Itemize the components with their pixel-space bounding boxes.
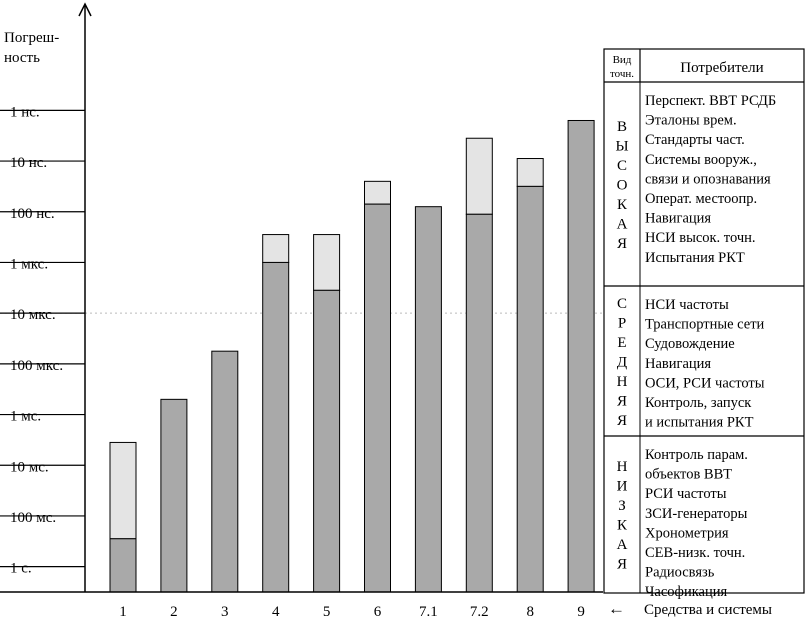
x-tick-label: 6 xyxy=(374,604,382,620)
accuracy-level-letter: С xyxy=(617,296,627,312)
accuracy-level-letter: Н xyxy=(617,459,628,475)
x-tick-label: 7.2 xyxy=(470,604,489,620)
y-tick-label: 10 мс. xyxy=(10,459,49,475)
y-tick-label: 1 мкс. xyxy=(10,256,48,272)
x-caption-arrow-icon: ← xyxy=(608,599,625,618)
consumer-item: Контроль парам. xyxy=(645,447,748,463)
bar-6 xyxy=(364,203,391,593)
consumer-item: Транспортные сети xyxy=(645,317,765,333)
consumer-item: объектов ВВТ xyxy=(645,467,732,483)
bar-range-1 xyxy=(109,441,137,540)
bar-range-8 xyxy=(516,158,544,187)
consumer-item: Стандарты част. xyxy=(645,132,745,148)
bar-range-4 xyxy=(262,234,290,263)
consumer-item: Системы вооруж., xyxy=(645,152,757,168)
accuracy-level-letter: О xyxy=(617,177,628,193)
x-tick-label: 2 xyxy=(170,604,178,620)
axes xyxy=(0,2,603,593)
y-tick-label: 1 с. xyxy=(10,561,32,577)
bar-8 xyxy=(516,185,544,593)
bars xyxy=(109,119,595,593)
consumer-item: СЕВ-низк. точн. xyxy=(645,545,745,561)
x-tick-label: 1 xyxy=(119,604,127,620)
consumer-item: Контроль, запуск xyxy=(645,395,752,411)
bar-range-5 xyxy=(313,234,341,291)
consumer-item: связи и опознавания xyxy=(645,171,771,187)
accuracy-level-letter: Д xyxy=(617,354,627,370)
grid-lines xyxy=(0,109,603,568)
consumer-item: НСИ высок. точн. xyxy=(645,230,756,246)
accuracy-level-letter: Я xyxy=(617,557,627,573)
bar-2 xyxy=(160,398,188,593)
y-axis-label-line2: ность xyxy=(4,50,40,66)
consumer-item: Перспект. ВВТ РСДБ xyxy=(645,93,776,109)
bar-4 xyxy=(262,261,290,593)
consumer-item: Навигация xyxy=(645,356,711,372)
x-tick-label: 3 xyxy=(221,604,229,620)
bar-1 xyxy=(109,538,137,593)
consumer-item: НСИ частоты xyxy=(645,297,729,313)
x-tick-label: 5 xyxy=(323,604,331,620)
y-tick-label: 10 нс. xyxy=(10,155,47,171)
y-tick-labels: 1 нс. 10 нс. 100 нс. 1 мкс. 10 мкс. 100 мкс. 1… xyxy=(10,104,63,576)
consumer-item: Хронометрия xyxy=(645,525,729,541)
bar-range-6 xyxy=(364,180,391,205)
consumer-item: Эталоны врем. xyxy=(645,113,737,129)
accuracy-level-letter: З xyxy=(618,498,626,514)
accuracy-level-letter: Р xyxy=(618,315,626,331)
consumer-item: Радиосвязь xyxy=(645,565,715,581)
consumer-item: Навигация xyxy=(645,211,711,227)
y-tick-label: 100 нс. xyxy=(10,206,55,222)
bar-7.2 xyxy=(465,213,493,593)
accuracy-level-letter: А xyxy=(617,537,628,553)
consumer-item: РСИ частоты xyxy=(645,486,727,502)
x-tick-label: 4 xyxy=(272,604,280,620)
x-tick-label: 7.1 xyxy=(419,604,438,620)
accuracy-level-letter: В xyxy=(617,119,627,135)
y-tick-label: 100 мс. xyxy=(10,510,56,526)
y-axis-label-line1: Погреш- xyxy=(4,30,59,46)
table-header-accuracy-line2: точн. xyxy=(610,68,634,80)
table-header-consumers: Потребители xyxy=(680,60,763,76)
accuracy-level-letter: Е xyxy=(617,335,626,351)
accuracy-level-letter: К xyxy=(617,518,628,534)
bar-9 xyxy=(567,119,595,593)
accuracy-level-letter: Я xyxy=(617,393,627,409)
accuracy-level-letter: И xyxy=(617,479,628,495)
y-tick-label: 1 мс. xyxy=(10,409,41,425)
x-tick-label: 9 xyxy=(577,604,585,620)
table-header-accuracy-line1: Вид xyxy=(613,54,632,66)
consumer-item: ОСИ, РСИ частоты xyxy=(645,375,765,391)
accuracy-level-letter: Ы xyxy=(615,138,628,154)
accuracy-level-letter: С xyxy=(617,158,627,174)
y-tick-label: 1 нс. xyxy=(10,104,40,120)
consumer-item: Судовождение xyxy=(645,336,735,352)
consumer-item: Операт. местоопр. xyxy=(645,191,757,207)
accuracy-level-letter: К xyxy=(617,197,628,213)
table-border xyxy=(603,48,805,594)
accuracy-level-letter: Я xyxy=(617,236,627,252)
accuracy-level-letter: Я xyxy=(617,413,627,429)
x-caption: Средства и системы xyxy=(644,602,772,618)
y-axis-arrow-icon xyxy=(78,2,92,17)
accuracy-level-letter: А xyxy=(617,216,628,232)
bar-range-7.2 xyxy=(465,137,493,215)
bar-3 xyxy=(211,350,239,593)
consumer-item: и испытания РКТ xyxy=(645,415,754,431)
x-tick-labels: 1 2 3 4 5 6 7.1 7.2 8 9 xyxy=(119,604,585,620)
consumer-item: Испытания РКТ xyxy=(645,250,745,266)
consumer-item: Часофикация xyxy=(645,584,727,600)
bar-7.1 xyxy=(414,206,442,593)
bar-5 xyxy=(313,289,341,593)
x-tick-label: 8 xyxy=(526,604,534,620)
y-tick-label: 10 мкс. xyxy=(10,307,56,323)
consumer-item: ЗСИ-генераторы xyxy=(645,506,748,522)
accuracy-level-letter: Н xyxy=(617,374,628,390)
y-tick-label: 100 мкс. xyxy=(10,358,63,374)
